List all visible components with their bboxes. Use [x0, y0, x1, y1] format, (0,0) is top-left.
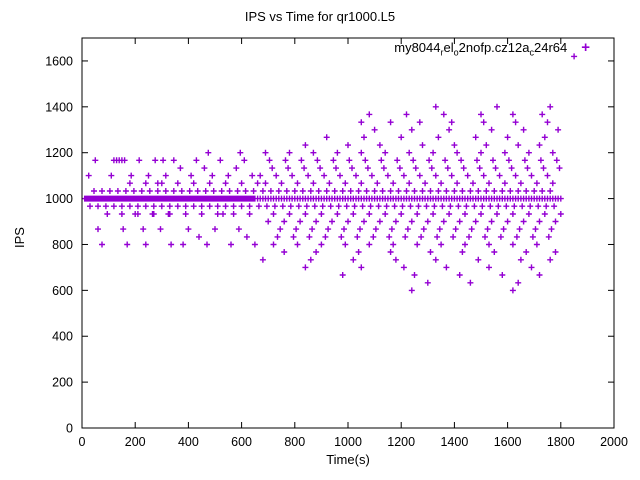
y-tick-label: 0 [66, 422, 73, 436]
x-tick-label: 0 [79, 435, 86, 449]
y-tick-label: 1400 [45, 100, 73, 114]
legend: my8044relo2nofp.cz12ac24r64 + [394, 40, 590, 58]
x-tick-label: 600 [231, 435, 252, 449]
x-tick-label: 2000 [600, 435, 628, 449]
plot-border [81, 37, 615, 429]
legend-subscript: c [529, 47, 534, 58]
x-tick-label: 1200 [387, 435, 415, 449]
x-tick-label: 200 [125, 435, 146, 449]
y-tick-label: 1000 [45, 192, 73, 206]
y-tick-label: 400 [52, 330, 73, 344]
y-tick-label: 1200 [45, 146, 73, 160]
axis-ticks: 0 200 400 600 800 1000 1200 1400 1600 1800 2000 0 20… [45, 38, 628, 449]
x-axis-label: Time(s) [326, 452, 370, 467]
x-tick-label: 1000 [334, 435, 362, 449]
legend-text: 24r64 [533, 40, 568, 55]
legend-label: my8044relo2nofp.cz12ac24r64 [394, 40, 567, 58]
y-tick-label: 1600 [45, 54, 73, 68]
y-axis-label: IPS [12, 227, 27, 248]
x-tick-label: 400 [178, 435, 199, 449]
legend-text: 2nofp.cz12a [458, 40, 530, 55]
legend-text: el [443, 40, 454, 55]
data-points [81, 53, 578, 294]
y-tick-label: 200 [52, 376, 73, 390]
x-tick-label: 1800 [547, 435, 575, 449]
legend-text: my8044 [394, 40, 441, 55]
chart-title: IPS vs Time for qr1000.L5 [244, 9, 396, 24]
x-tick-label: 1400 [440, 435, 468, 449]
x-tick-label: 1600 [494, 435, 522, 449]
y-tick-label: 600 [52, 284, 73, 298]
legend-subscript: r [440, 47, 444, 58]
x-tick-label: 800 [284, 435, 305, 449]
y-tick-label: 800 [52, 238, 73, 252]
legend-subscript: o [453, 47, 459, 58]
legend-marker-icon: + [581, 39, 590, 56]
